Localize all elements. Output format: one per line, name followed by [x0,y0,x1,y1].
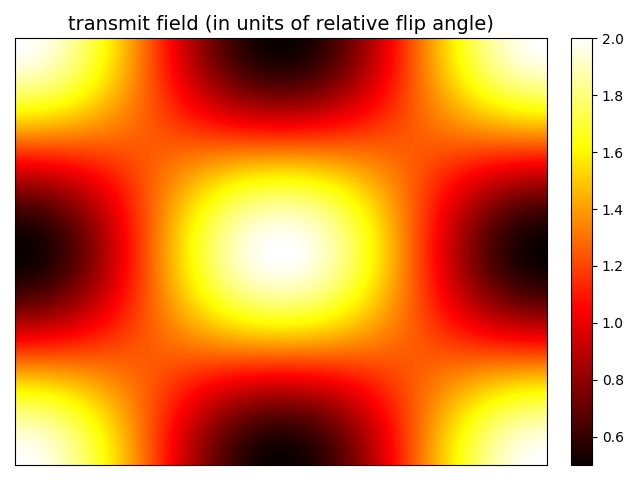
Title: transmit field (in units of relative flip angle): transmit field (in units of relative fli… [68,15,494,34]
